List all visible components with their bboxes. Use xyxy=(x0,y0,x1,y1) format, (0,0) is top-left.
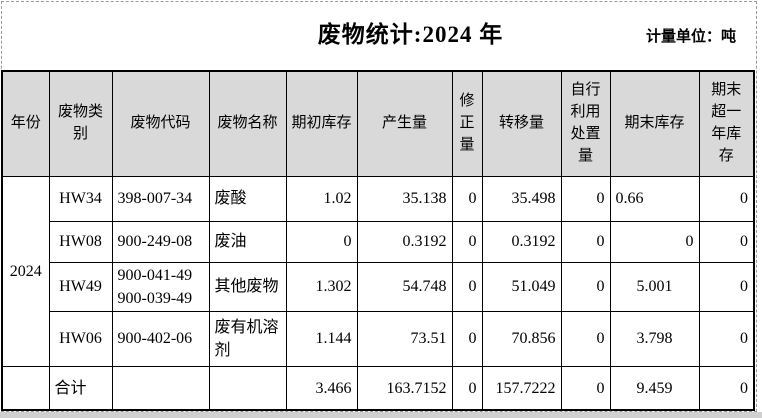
transferred-cell[interactable]: 35.498 xyxy=(481,175,562,222)
total-opening-stock-cell[interactable]: 3.466 xyxy=(285,365,358,411)
table-row: HW49 900-041-49 900-039-49 其他废物 1.302 54… xyxy=(2,261,755,312)
code-cell[interactable]: 900-041-49 900-039-49 xyxy=(111,261,210,312)
self-disposal-cell[interactable]: 0 xyxy=(560,220,611,263)
name-cell[interactable]: 废油 xyxy=(208,220,287,263)
total-self-disposal-cell[interactable]: 0 xyxy=(560,365,611,411)
table-row: HW08 900-249-08 废油 0 0.3192 0 0.3192 0 0… xyxy=(2,220,755,263)
opening-stock-cell[interactable]: 1.144 xyxy=(285,310,358,367)
correction-cell[interactable]: 0 xyxy=(451,261,483,312)
opening-stock-cell[interactable]: 0 xyxy=(285,220,358,263)
outside-page-area xyxy=(0,412,762,418)
col-header-closing-stock[interactable]: 期末库存 xyxy=(609,70,700,177)
code-cell-empty[interactable] xyxy=(111,365,210,411)
over-one-year-stock-cell[interactable]: 0 xyxy=(698,310,755,367)
transferred-cell[interactable]: 0.3192 xyxy=(481,220,562,263)
col-header-self-disposal[interactable]: 自行利用处置量 xyxy=(560,70,611,177)
category-cell[interactable]: HW49 xyxy=(48,261,113,312)
closing-stock-cell[interactable]: 0 xyxy=(609,220,700,263)
header-row: 年份 废物类别 废物代码 废物名称 期初库存 产生量 修正量 转移量 自行利用处… xyxy=(1,70,755,177)
self-disposal-cell[interactable]: 0 xyxy=(560,175,611,222)
generated-cell[interactable]: 35.138 xyxy=(356,175,453,222)
name-cell[interactable]: 废有机溶剂 xyxy=(208,310,287,367)
total-transferred-cell[interactable]: 157.7222 xyxy=(481,365,562,411)
col-header-year[interactable]: 年份 xyxy=(1,70,50,177)
unit-label[interactable]: 计量单位：吨 xyxy=(645,29,736,45)
total-over-one-year-stock-cell[interactable]: 0 xyxy=(698,365,755,411)
code-cell[interactable]: 398-007-34 xyxy=(111,175,210,222)
col-header-generated[interactable]: 产生量 xyxy=(356,70,453,177)
code-cell[interactable]: 900-402-06 xyxy=(111,310,210,367)
closing-stock-cell[interactable]: 0.66 xyxy=(609,175,700,222)
generated-cell[interactable]: 54.748 xyxy=(356,261,453,312)
opening-stock-cell[interactable]: 1.302 xyxy=(285,261,358,312)
transferred-cell[interactable]: 70.856 xyxy=(481,310,562,367)
generated-cell[interactable]: 0.3192 xyxy=(356,220,453,263)
report-title[interactable]: 废物统计:2024 年 xyxy=(317,22,504,47)
table-row: 2024 HW34 398-007-34 废酸 1.02 35.138 0 35… xyxy=(1,175,755,367)
col-header-name[interactable]: 废物名称 xyxy=(208,70,287,177)
correction-cell[interactable]: 0 xyxy=(451,310,483,367)
total-label-cell[interactable]: 合计 xyxy=(48,365,113,411)
category-cell[interactable]: HW34 xyxy=(48,175,113,222)
generated-cell[interactable]: 73.51 xyxy=(356,310,453,367)
correction-cell[interactable]: 0 xyxy=(451,175,483,222)
total-row: 合计 3.466 163.7152 0 157.7222 0 9.459 0 xyxy=(1,365,755,411)
category-cell[interactable]: HW08 xyxy=(48,220,113,263)
closing-stock-cell[interactable]: 5.001 xyxy=(609,261,700,312)
correction-cell[interactable]: 0 xyxy=(451,220,483,263)
over-one-year-stock-cell[interactable]: 0 xyxy=(698,261,755,312)
over-one-year-stock-cell[interactable]: 0 xyxy=(698,175,755,222)
title-bar: 废物统计:2024 年 xyxy=(0,15,757,49)
col-header-correction[interactable]: 修正量 xyxy=(451,70,483,177)
waste-statistics-table: 年份 废物类别 废物代码 废物名称 期初库存 产生量 修正量 转移量 自行利用处… xyxy=(1,70,755,412)
table-row: HW06 900-402-06 废有机溶剂 1.144 73.51 0 70.8… xyxy=(2,310,755,367)
self-disposal-cell[interactable]: 0 xyxy=(560,261,611,312)
code-cell[interactable]: 900-249-08 xyxy=(111,220,210,263)
year-cell[interactable]: 2024 xyxy=(1,175,50,367)
name-cell-empty[interactable] xyxy=(208,365,287,411)
over-one-year-stock-cell[interactable]: 0 xyxy=(698,220,755,263)
col-header-over-one-year-stock[interactable]: 期末超一年库存 xyxy=(698,70,755,177)
total-correction-cell[interactable]: 0 xyxy=(451,365,483,411)
col-header-category[interactable]: 废物类别 xyxy=(48,70,113,177)
year-cell-empty[interactable] xyxy=(1,365,50,411)
closing-stock-cell[interactable]: 3.798 xyxy=(609,310,700,367)
self-disposal-cell[interactable]: 0 xyxy=(560,310,611,367)
name-cell[interactable]: 废酸 xyxy=(208,175,287,222)
total-generated-cell[interactable]: 163.7152 xyxy=(356,365,453,411)
category-cell[interactable]: HW06 xyxy=(48,310,113,367)
col-header-code[interactable]: 废物代码 xyxy=(111,70,210,177)
col-header-opening-stock[interactable]: 期初库存 xyxy=(285,70,358,177)
col-header-transferred[interactable]: 转移量 xyxy=(481,70,562,177)
total-closing-stock-cell[interactable]: 9.459 xyxy=(609,365,700,411)
transferred-cell[interactable]: 51.049 xyxy=(481,261,562,312)
opening-stock-cell[interactable]: 1.02 xyxy=(285,175,358,222)
name-cell[interactable]: 其他废物 xyxy=(208,261,287,312)
